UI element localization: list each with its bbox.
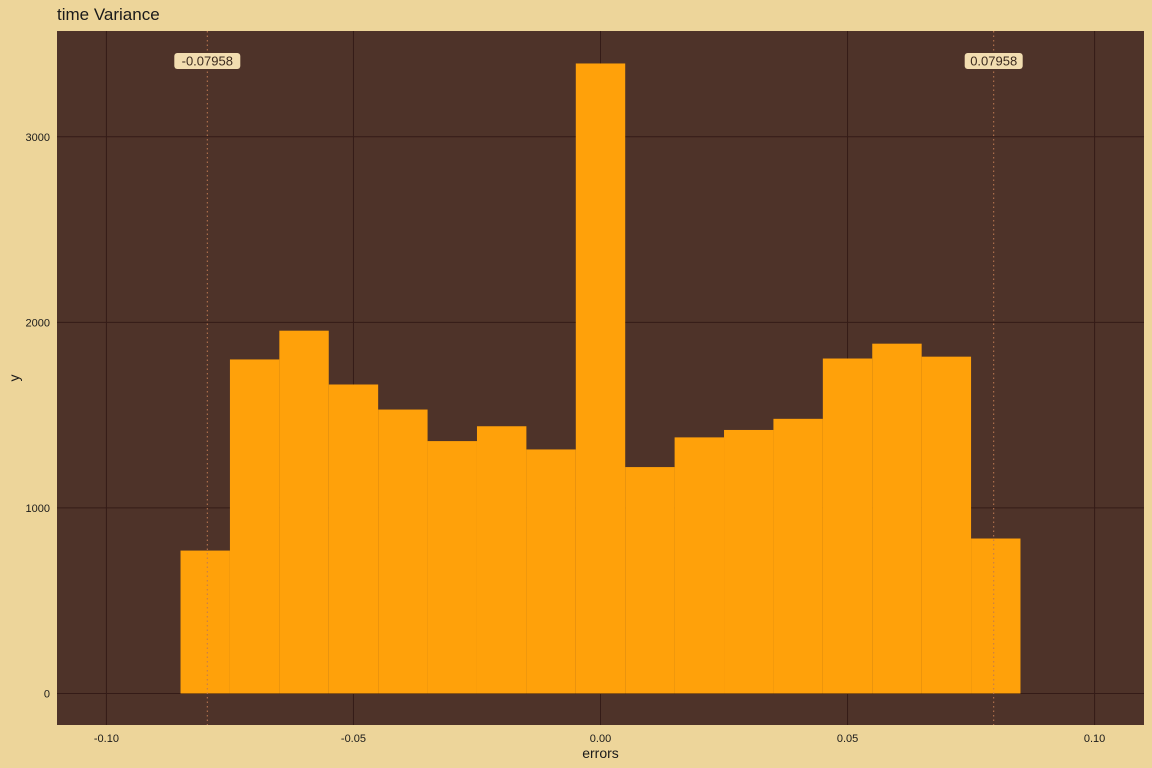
histogram-bars bbox=[180, 63, 1021, 694]
histogram-bar bbox=[229, 359, 280, 694]
histogram-bar bbox=[328, 384, 379, 694]
histogram-bar bbox=[279, 330, 329, 694]
reference-label-box bbox=[174, 53, 241, 69]
x-tick-label: -0.10 bbox=[94, 733, 119, 745]
y-axis-ticks: 0 1000 2000 3000 bbox=[26, 132, 50, 701]
reference-label-box bbox=[964, 53, 1023, 69]
reference-label-text: 0.07958 bbox=[970, 54, 1017, 69]
histogram-bar bbox=[822, 358, 873, 694]
histogram-bar bbox=[921, 356, 972, 694]
histogram-bar bbox=[378, 409, 428, 694]
histogram-bar bbox=[971, 538, 1021, 694]
y-tick-label: 2000 bbox=[26, 317, 50, 329]
histogram-bar bbox=[476, 426, 527, 694]
y-tick-label: 0 bbox=[44, 688, 50, 700]
x-axis-title: errors bbox=[582, 745, 619, 761]
histogram-bar bbox=[773, 418, 823, 694]
histogram-bar bbox=[526, 449, 576, 694]
histogram-bar bbox=[180, 550, 230, 694]
histogram-bar bbox=[674, 437, 725, 694]
x-axis-ticks: -0.10 -0.05 0.00 0.05 0.10 bbox=[94, 733, 1105, 745]
reference-line-label: 0.07958 bbox=[964, 53, 1023, 69]
x-tick-label: 0.05 bbox=[837, 733, 858, 745]
histogram-bar bbox=[872, 343, 922, 694]
reference-label-text: -0.07958 bbox=[182, 54, 233, 69]
reference-lines: -0.07958 0.07958 bbox=[174, 31, 1023, 725]
histogram-bar bbox=[575, 63, 626, 694]
reference-line-label: -0.07958 bbox=[174, 53, 241, 69]
y-tick-label: 3000 bbox=[26, 132, 50, 144]
histogram-bar bbox=[724, 429, 774, 694]
x-tick-label: 0.00 bbox=[590, 733, 611, 745]
y-tick-label: 1000 bbox=[26, 503, 50, 515]
x-tick-label: -0.05 bbox=[341, 733, 366, 745]
histogram-bar bbox=[427, 441, 477, 694]
histogram-bar bbox=[625, 467, 675, 694]
y-axis-title: y bbox=[6, 375, 22, 382]
chart-title: time Variance bbox=[57, 5, 160, 24]
x-tick-label: 0.10 bbox=[1084, 733, 1105, 745]
